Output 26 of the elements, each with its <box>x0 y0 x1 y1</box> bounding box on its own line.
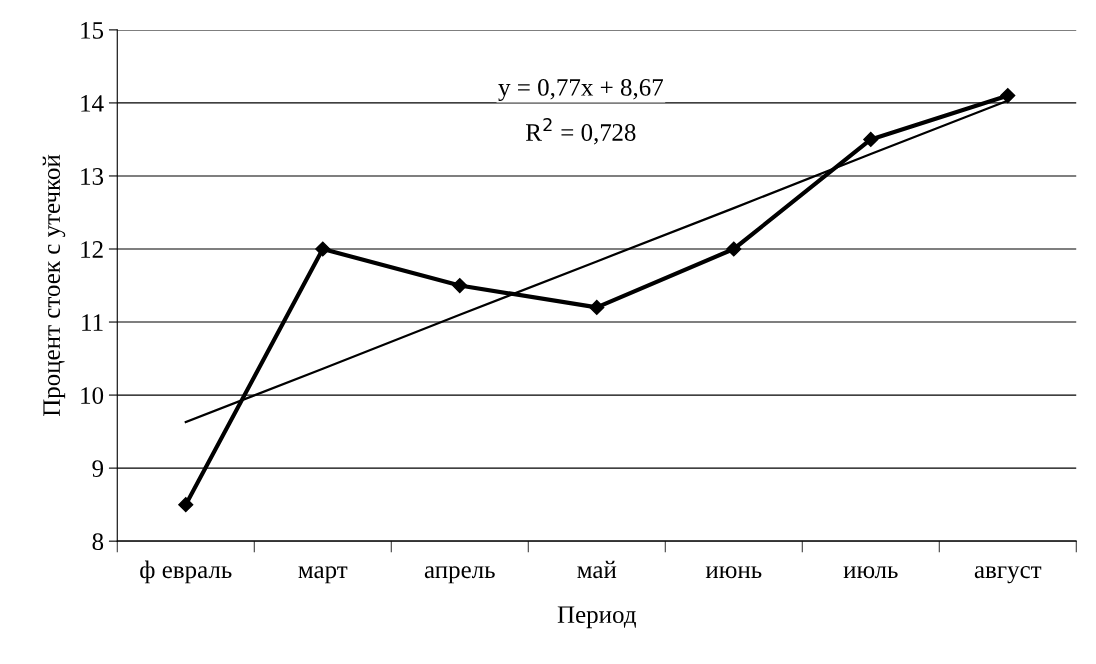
y-tick-label: 10 <box>81 387 104 404</box>
point <box>315 241 331 257</box>
x-tick-label: ф евраль <box>140 560 232 584</box>
x-axis-title: Период <box>557 606 636 629</box>
y-axis-title: Процент стоек с утечкой <box>42 154 66 417</box>
point <box>863 131 879 148</box>
point <box>1000 88 1016 104</box>
x-tick-label: август <box>974 566 1042 584</box>
y-tick-label: 9 <box>92 460 104 478</box>
y-tick-label: 14 <box>81 95 104 112</box>
point <box>452 277 468 294</box>
x-tick-label: май <box>577 560 617 579</box>
x-tick-label: июнь <box>705 566 762 579</box>
x-tick-label: апрель <box>424 566 495 584</box>
x-tick-label: июль <box>843 566 898 579</box>
annotation: R$^{2}$ = 0,728 <box>525 118 636 145</box>
y-tick-label: 8 <box>92 533 104 551</box>
y-tick-label: 13 <box>81 168 104 185</box>
annotation: y = 0,77x + 8,67 <box>498 78 664 101</box>
y-tick-label: 15 <box>81 22 104 39</box>
point <box>589 299 605 316</box>
y-tick-label: 12 <box>81 241 103 258</box>
y-tick-label: 11 <box>82 314 103 331</box>
point <box>178 497 194 513</box>
x-tick-label: март <box>298 566 348 584</box>
point <box>726 241 742 257</box>
